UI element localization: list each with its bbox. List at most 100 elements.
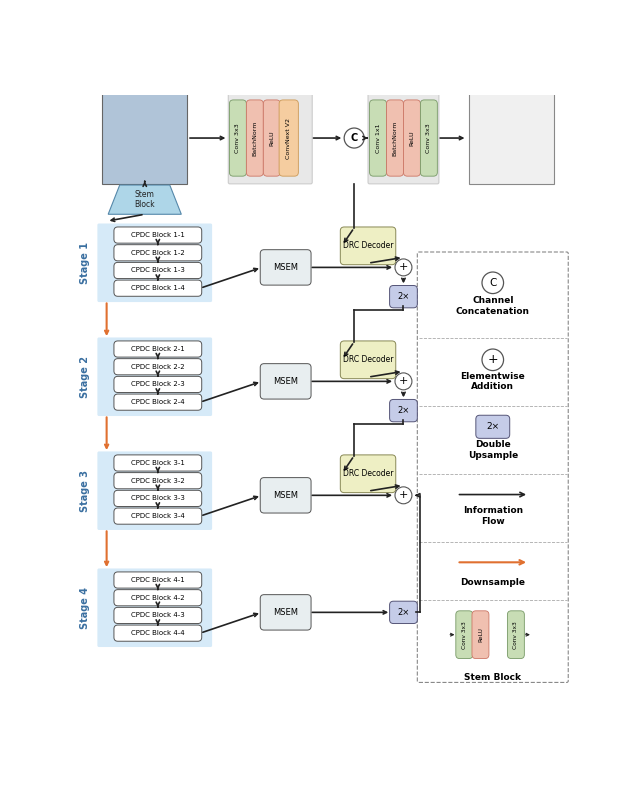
Text: +: + (399, 263, 408, 272)
Circle shape (344, 128, 364, 148)
FancyBboxPatch shape (390, 601, 417, 623)
Text: +: + (399, 490, 408, 501)
FancyBboxPatch shape (114, 625, 202, 642)
Text: CPDC Block 2-2: CPDC Block 2-2 (131, 364, 185, 369)
FancyBboxPatch shape (263, 100, 280, 176)
Text: 2×: 2× (397, 292, 410, 301)
FancyBboxPatch shape (260, 364, 311, 399)
FancyBboxPatch shape (260, 250, 311, 285)
FancyBboxPatch shape (114, 280, 202, 297)
Text: CPDC Block 1-3: CPDC Block 1-3 (131, 267, 185, 274)
Text: CPDC Block 4-3: CPDC Block 4-3 (131, 612, 185, 619)
FancyBboxPatch shape (114, 572, 202, 588)
FancyBboxPatch shape (369, 100, 387, 176)
FancyBboxPatch shape (260, 595, 311, 630)
Polygon shape (108, 185, 181, 214)
FancyBboxPatch shape (417, 252, 568, 683)
FancyBboxPatch shape (114, 377, 202, 392)
Text: Conv 1x1: Conv 1x1 (376, 123, 381, 153)
FancyBboxPatch shape (469, 92, 554, 184)
Text: CPDC Block 3-3: CPDC Block 3-3 (131, 495, 185, 501)
Text: 2×: 2× (486, 422, 499, 431)
Text: BatchNorm: BatchNorm (252, 120, 257, 156)
Text: CPDC Block 2-1: CPDC Block 2-1 (131, 346, 185, 352)
Text: CPDC Block 1-2: CPDC Block 1-2 (131, 250, 185, 255)
FancyBboxPatch shape (114, 358, 202, 375)
Text: CPDC Block 4-2: CPDC Block 4-2 (131, 595, 185, 600)
FancyBboxPatch shape (97, 452, 212, 530)
FancyBboxPatch shape (114, 455, 202, 471)
Text: CPDC Block 3-1: CPDC Block 3-1 (131, 460, 185, 466)
Text: 2×: 2× (397, 607, 410, 617)
FancyBboxPatch shape (340, 227, 396, 265)
Text: CPDC Block 3-2: CPDC Block 3-2 (131, 478, 185, 483)
Text: ReLU: ReLU (269, 131, 275, 146)
FancyBboxPatch shape (508, 611, 524, 659)
Text: MSEM: MSEM (273, 263, 298, 272)
FancyBboxPatch shape (340, 455, 396, 493)
FancyBboxPatch shape (403, 100, 420, 176)
FancyBboxPatch shape (246, 100, 263, 176)
FancyBboxPatch shape (390, 286, 417, 308)
Circle shape (395, 486, 412, 504)
Text: Conv 3x3: Conv 3x3 (513, 621, 518, 649)
Text: ReLU: ReLU (410, 131, 415, 146)
Text: ReLU: ReLU (478, 627, 483, 642)
FancyBboxPatch shape (390, 399, 417, 422)
Text: Double
Upsample: Double Upsample (468, 440, 518, 460)
FancyBboxPatch shape (114, 341, 202, 357)
FancyBboxPatch shape (114, 490, 202, 506)
FancyBboxPatch shape (114, 472, 202, 489)
FancyBboxPatch shape (97, 569, 212, 647)
Text: Downsample: Downsample (460, 578, 525, 587)
Text: Channel
Concatenation: Channel Concatenation (456, 296, 530, 316)
FancyBboxPatch shape (456, 611, 473, 659)
FancyBboxPatch shape (260, 478, 311, 513)
FancyBboxPatch shape (114, 607, 202, 623)
Text: DRC Decoder: DRC Decoder (343, 241, 394, 250)
Text: CPDC Block 1-4: CPDC Block 1-4 (131, 286, 185, 291)
Text: Conv 3x3: Conv 3x3 (236, 123, 241, 153)
FancyBboxPatch shape (114, 589, 202, 606)
FancyBboxPatch shape (97, 224, 212, 302)
Text: CPDC Block 2-4: CPDC Block 2-4 (131, 399, 185, 405)
Text: Conv 3x3: Conv 3x3 (426, 123, 431, 153)
FancyBboxPatch shape (279, 100, 298, 176)
Text: C: C (489, 278, 497, 288)
FancyBboxPatch shape (476, 415, 509, 438)
Circle shape (482, 272, 504, 293)
Text: Stage 1: Stage 1 (80, 242, 90, 284)
Text: CPDC Block 3-4: CPDC Block 3-4 (131, 513, 185, 519)
FancyBboxPatch shape (102, 92, 187, 184)
Text: Stage 2: Stage 2 (80, 356, 90, 398)
Circle shape (395, 373, 412, 390)
Text: C: C (351, 133, 358, 143)
Text: DRC Decoder: DRC Decoder (343, 355, 394, 365)
Text: MSEM: MSEM (273, 607, 298, 617)
Circle shape (482, 349, 504, 370)
Text: Stem
Block: Stem Block (134, 190, 155, 210)
FancyBboxPatch shape (387, 100, 403, 176)
Text: ConvNext V2: ConvNext V2 (286, 118, 291, 158)
Text: Elementwise
Addition: Elementwise Addition (460, 372, 525, 391)
FancyBboxPatch shape (228, 93, 312, 184)
FancyBboxPatch shape (340, 341, 396, 379)
Text: 2×: 2× (397, 406, 410, 415)
FancyBboxPatch shape (114, 244, 202, 261)
FancyBboxPatch shape (114, 263, 202, 278)
FancyBboxPatch shape (114, 508, 202, 524)
Text: BatchNorm: BatchNorm (392, 120, 397, 156)
Text: +: + (399, 377, 408, 386)
Text: CPDC Block 2-3: CPDC Block 2-3 (131, 381, 185, 388)
Text: MSEM: MSEM (273, 491, 298, 500)
FancyBboxPatch shape (420, 100, 437, 176)
FancyBboxPatch shape (114, 227, 202, 243)
Circle shape (395, 259, 412, 276)
FancyBboxPatch shape (230, 100, 246, 176)
Text: CPDC Block 4-4: CPDC Block 4-4 (131, 630, 185, 636)
Text: Conv 3x3: Conv 3x3 (462, 621, 467, 649)
Text: CPDC Block 1-1: CPDC Block 1-1 (131, 232, 185, 238)
Text: +: + (488, 354, 498, 366)
FancyBboxPatch shape (97, 338, 212, 416)
FancyBboxPatch shape (368, 93, 439, 184)
